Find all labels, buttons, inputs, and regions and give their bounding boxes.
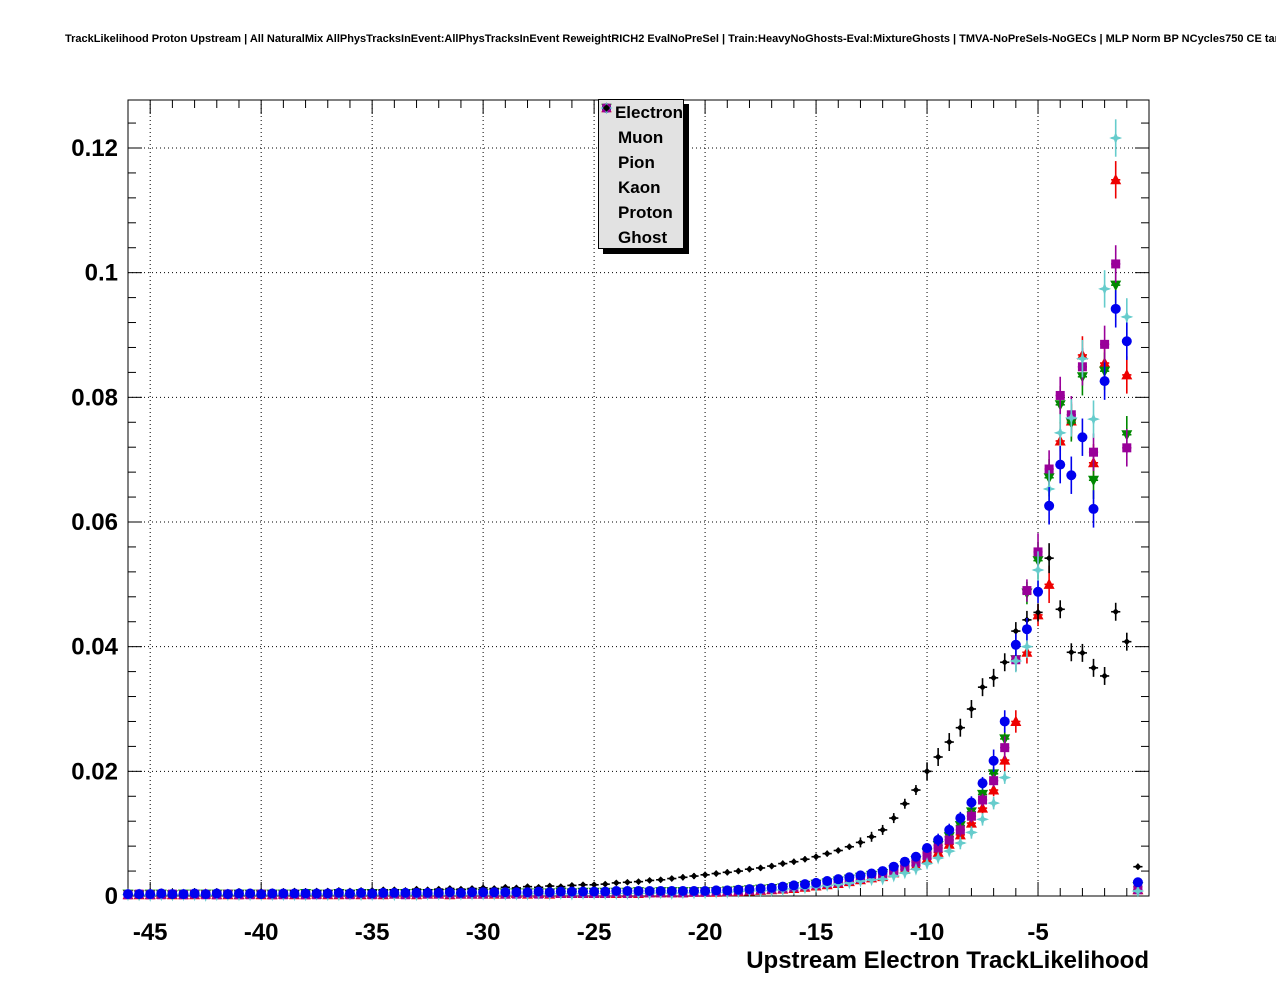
- y-tick-label: 0.06: [71, 509, 118, 536]
- series-pion: [122, 266, 1144, 901]
- series-kaon: [123, 245, 1143, 900]
- plot-title: TrackLikelihood Proton Upstream | All Na…: [65, 33, 1276, 45]
- legend-item-muon: Muon: [599, 103, 683, 150]
- legend-item-kaon: Kaon: [599, 103, 683, 200]
- series-muon: [123, 290, 1143, 900]
- legend-label-proton: Proton: [618, 202, 673, 222]
- x-tick-label: -15: [799, 919, 834, 946]
- y-tick-label: 0.12: [71, 135, 118, 162]
- legend-label-pion: Pion: [618, 152, 655, 172]
- proton-marker-icon: [600, 101, 616, 221]
- legend-label-muon: Muon: [618, 127, 664, 147]
- series-ghost: [123, 543, 1143, 897]
- x-axis-title: Upstream Electron TrackLikelihood: [746, 947, 1149, 974]
- series-electron: [122, 161, 1144, 900]
- legend-item-ghost: Ghost: [599, 104, 683, 250]
- x-tick-label: -30: [466, 919, 501, 946]
- y-tick-label: 0: [105, 883, 118, 910]
- legend-label-ghost: Ghost: [618, 227, 668, 247]
- x-tick-label: -10: [910, 919, 945, 946]
- x-tick-label: -45: [133, 919, 168, 946]
- y-tick-label: 0.08: [71, 384, 118, 411]
- y-tick-label: 0.1: [85, 260, 118, 287]
- x-tick-label: -35: [355, 919, 390, 946]
- legend: Electron Muon Pion Kaon Proton Ghost: [598, 99, 684, 249]
- x-tick-label: -25: [577, 919, 612, 946]
- legend-item-pion: Pion: [599, 103, 683, 175]
- y-tick-label: 0.02: [71, 758, 118, 785]
- ghost-marker-icon: [601, 104, 616, 246]
- x-tick-label: -5: [1027, 919, 1048, 946]
- legend-label-electron: Electron: [614, 102, 683, 122]
- pion-marker-icon: [601, 103, 616, 171]
- x-tick-label: -40: [244, 919, 279, 946]
- legend-label-kaon: Kaon: [618, 177, 661, 197]
- legend-item-proton: Proton: [599, 101, 683, 225]
- y-tick-label: 0.04: [71, 634, 118, 661]
- kaon-marker-icon: [601, 103, 616, 196]
- x-tick-label: -20: [688, 919, 723, 946]
- muon-marker-icon: [601, 103, 616, 146]
